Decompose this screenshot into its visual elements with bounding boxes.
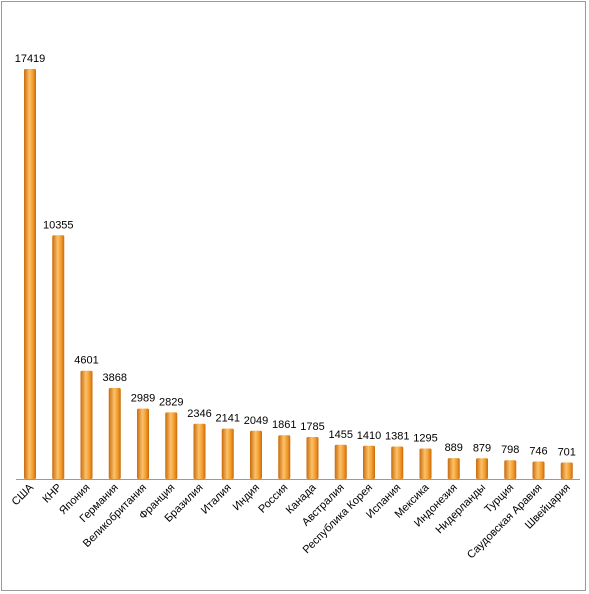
bar-7 <box>193 423 206 479</box>
category-labels-group: США КНРЯпонияГерманияВеликобританияФранци… <box>10 481 573 561</box>
bar-8 <box>221 428 234 479</box>
category-label-1: США <box>10 481 37 508</box>
value-label-8: 2141 <box>216 413 240 425</box>
bar-11 <box>306 436 319 479</box>
bar-9 <box>250 430 262 479</box>
value-label-11: 1785 <box>300 421 324 433</box>
value-label-12: 1455 <box>329 429 353 441</box>
value-label-14: 1381 <box>385 430 409 442</box>
value-label-15: 1295 <box>413 433 437 445</box>
value-label-1: 17419 <box>15 53 46 65</box>
value-label-19: 746 <box>529 445 547 457</box>
bar-19 <box>532 461 545 479</box>
value-label-5: 2989 <box>131 393 155 405</box>
value-label-9: 2049 <box>244 415 268 427</box>
bar-15 <box>419 448 432 479</box>
value-label-16: 889 <box>445 442 463 454</box>
value-label-20: 701 <box>558 447 576 459</box>
bar-13 <box>363 445 375 479</box>
value-label-2: 10355 <box>43 219 74 231</box>
value-label-6: 2829 <box>159 396 183 408</box>
bar-18 <box>504 460 517 479</box>
bar-2 <box>52 235 65 479</box>
bar-17 <box>476 458 488 479</box>
bar-1 <box>24 69 36 479</box>
category-label-17: Нидерланды <box>433 482 488 537</box>
value-label-4: 3868 <box>103 372 127 384</box>
bar-20 <box>560 462 573 479</box>
bar-5 <box>137 408 149 479</box>
value-label-7: 2346 <box>187 408 211 420</box>
category-label-2: КНР <box>41 482 65 506</box>
bar-10 <box>278 435 291 479</box>
bar-4 <box>108 387 121 479</box>
category-label-8: Италия <box>199 482 234 517</box>
bar-3 <box>80 370 93 479</box>
value-label-10: 1861 <box>272 419 296 431</box>
value-labels-group: 17419 10355 4601 3868 2989 2829 2346 2141 2049 18… <box>15 53 576 459</box>
value-label-17: 879 <box>473 442 491 454</box>
value-label-13: 1410 <box>357 430 381 442</box>
bars-group <box>24 69 573 479</box>
value-label-18: 798 <box>501 444 519 456</box>
bar-12 <box>334 444 347 479</box>
value-label-3: 4601 <box>74 355 98 367</box>
bar-16 <box>447 458 460 479</box>
bar-6 <box>165 412 178 479</box>
bar-14 <box>391 446 404 479</box>
